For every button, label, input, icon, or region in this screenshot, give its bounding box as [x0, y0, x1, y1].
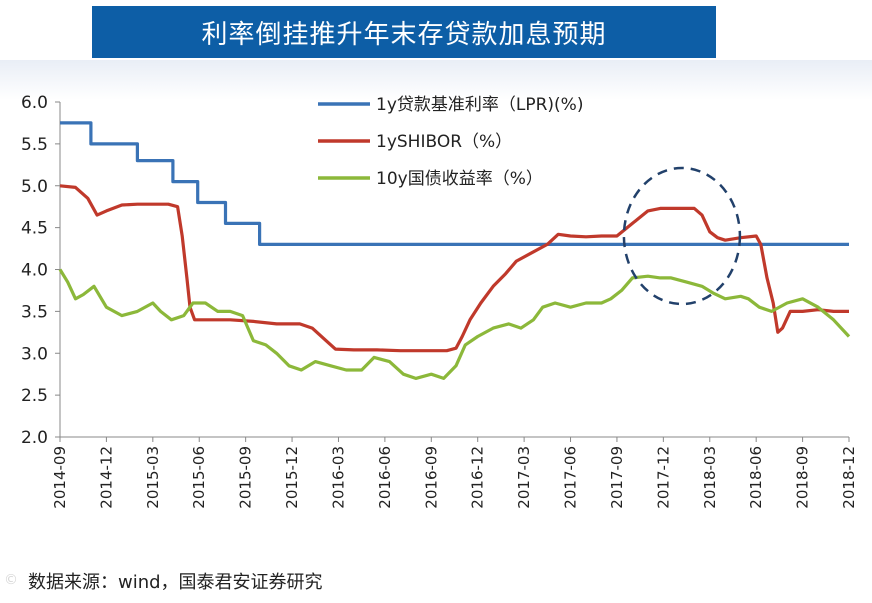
series-line-3: [58, 268, 851, 380]
page-title: 利率倒挂推升年末存贷款加息预期: [92, 6, 716, 58]
y-tick-label: 3.0: [21, 344, 48, 364]
y-tick-label: 2.0: [21, 428, 48, 448]
y-tick-label: 6.0: [21, 93, 48, 113]
y-tick-label: 4.0: [21, 261, 48, 281]
series-line-1: [60, 121, 849, 246]
x-tick-label: 2015-12: [283, 446, 301, 509]
x-tick-label: 2016-12: [469, 446, 487, 509]
x-tick-label: 2018-12: [840, 446, 858, 509]
x-tick-label: 2017-03: [515, 446, 533, 509]
x-tick-label: 2015-03: [144, 446, 162, 509]
x-tick-label: 2017-09: [608, 446, 626, 509]
series-line-2: [59, 184, 849, 353]
x-tick-label: 2016-06: [376, 446, 394, 509]
legend-label: 1ySHIBOR（%）: [376, 132, 512, 152]
header-background: [0, 60, 872, 100]
x-tick-label: 2018-09: [794, 446, 812, 509]
x-tick-label: 2017-06: [562, 446, 580, 509]
y-tick-label: 5.0: [21, 177, 48, 197]
watermark-icon: ©: [4, 572, 18, 588]
y-tick-label: 4.5: [21, 219, 48, 239]
x-tick-label: 2018-03: [701, 446, 719, 509]
x-tick-label: 2014-09: [51, 446, 69, 509]
legend-label: 10y国债收益率（%）: [376, 169, 543, 189]
x-tick-label: 2015-06: [190, 446, 208, 509]
y-tick-label: 5.5: [21, 135, 48, 155]
x-tick-label: 2016-09: [422, 446, 440, 509]
x-tick-label: 2016-03: [329, 446, 347, 509]
annotation-ellipse: [622, 166, 742, 306]
data-source-note: 数据来源：wind，国泰君安证券研究: [28, 572, 323, 593]
x-tick-label: 2017-12: [654, 446, 672, 509]
y-tick-label: 2.5: [21, 386, 48, 406]
x-tick-label: 2015-09: [237, 446, 255, 509]
y-tick-label: 3.5: [21, 302, 48, 322]
x-tick-label: 2018-06: [747, 446, 765, 509]
legend-label: 1y贷款基准利率（LPR)(%): [376, 95, 583, 115]
x-tick-label: 2014-12: [97, 446, 115, 509]
